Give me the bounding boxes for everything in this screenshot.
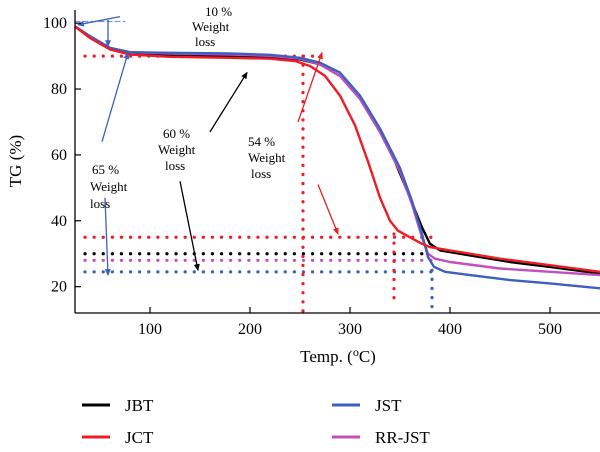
x-tick-label: 100 — [138, 321, 162, 338]
x-axis-title-main: Temp. ( — [300, 347, 353, 366]
series-lines — [74, 25, 600, 290]
y-axis-title: TG (%) — [6, 135, 25, 187]
annotation-line: Weight — [158, 142, 196, 157]
series-line-jst — [74, 25, 600, 290]
arrow-60-weight-loss-up — [209, 71, 248, 133]
x-axis-title-sup: o — [353, 345, 359, 359]
legend-item-rr-jst: RR-JST — [332, 428, 430, 447]
x-tick-label: 200 — [238, 321, 262, 338]
annotation-line: 54 % — [248, 134, 275, 149]
annotation-line: loss — [195, 34, 215, 49]
arrow-65-weight-loss-up — [101, 51, 130, 142]
annotation-line: loss — [165, 158, 185, 173]
annotation-line: Weight — [248, 150, 286, 165]
annotation-line: loss — [251, 166, 271, 181]
legend-item-jst: JST — [332, 396, 402, 415]
annotation-54-weight-loss: 54 % Weight loss — [248, 134, 286, 181]
y-tick-label: 80 — [51, 81, 67, 98]
annotation-10-weight-loss: 10 % Weight loss — [192, 4, 232, 49]
annotation-65-weight-loss: 65 % Weight loss — [90, 162, 128, 211]
x-tick-label: 400 — [438, 321, 462, 338]
annotation-line: loss — [90, 196, 110, 211]
legend-item-jct: JCT — [82, 428, 154, 447]
arrow-54-weight-loss-up — [297, 51, 323, 123]
legend-label-jst: JST — [375, 396, 402, 415]
x-tick-label: 300 — [338, 321, 362, 338]
legend-label-jct: JCT — [125, 428, 154, 447]
annotation-line: Weight — [192, 19, 230, 34]
arrow-10-weight-loss — [77, 15, 121, 27]
annotation-arrows — [77, 15, 339, 277]
y-tick-label: 40 — [51, 213, 67, 230]
y-tick-label: 20 — [51, 279, 67, 296]
arrow-65-weight-loss-down — [104, 197, 111, 277]
y-tick-label: 60 — [51, 147, 67, 164]
annotation-line: Weight — [90, 179, 128, 194]
y-tick-label: 100 — [43, 15, 67, 32]
arrow-60-weight-loss-down — [179, 181, 200, 272]
legend-label-rr-jst: RR-JST — [375, 428, 430, 447]
x-axis-title-unit: C) — [359, 347, 376, 366]
arrow-54-weight-loss-down — [317, 184, 339, 235]
axis-ticks: 100 200 300 400 500 20 40 60 80 100 — [43, 15, 562, 338]
legend: JBT JCT JST RR-JST — [82, 396, 430, 447]
x-axis-title: Temp. (oC) — [300, 345, 376, 366]
annotation-line: 10 % — [205, 4, 232, 19]
x-tick-label: 500 — [538, 321, 562, 338]
legend-item-jbt: JBT — [82, 396, 154, 415]
series-line-jct — [74, 25, 600, 273]
annotation-60-weight-loss: 60 % Weight loss — [158, 126, 196, 173]
annotation-line: 65 % — [92, 162, 119, 177]
annotation-line: 60 % — [163, 126, 190, 141]
legend-label-jbt: JBT — [125, 396, 154, 415]
